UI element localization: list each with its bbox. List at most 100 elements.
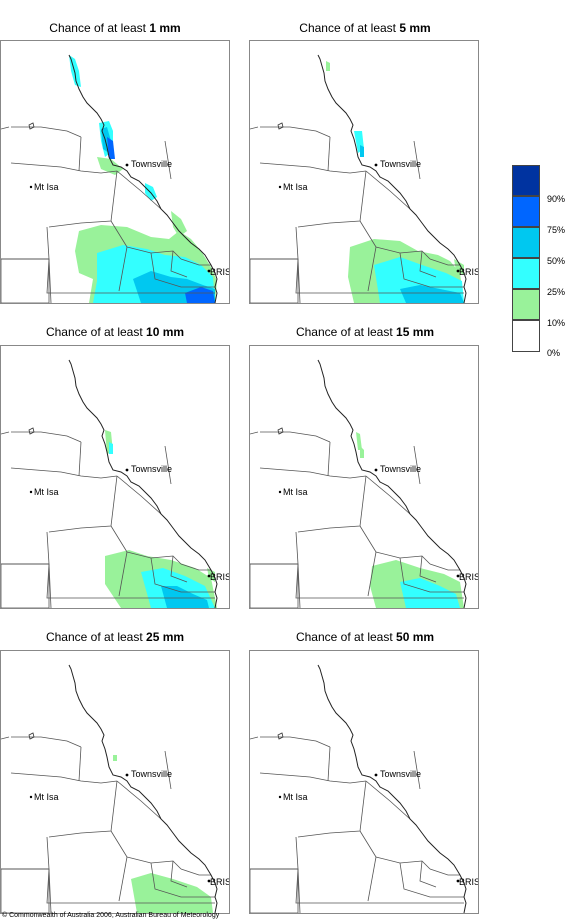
panel-title-25mm: Chance of at least 25 mm <box>45 630 185 644</box>
island <box>28 427 35 435</box>
region-boundary <box>250 431 259 435</box>
region-boundary <box>399 252 464 288</box>
region-boundary <box>150 557 215 593</box>
region-boundary <box>164 750 172 790</box>
region-boundary <box>259 467 367 479</box>
region-boundary <box>10 162 118 174</box>
panel-title-10mm: Chance of at least 10 mm <box>45 325 185 339</box>
region-boundary <box>118 856 128 902</box>
legend-swatch-0 <box>512 320 540 352</box>
rainfall-area <box>113 755 117 761</box>
brisbane-marker <box>456 269 460 273</box>
legend-label-50: 50% <box>547 256 566 266</box>
coastline <box>68 359 218 608</box>
mt-isa-marker <box>29 795 33 799</box>
region-boundary <box>260 736 331 748</box>
mt-isa-label: Mt Isa <box>283 792 308 802</box>
map-1mm: Townsville Mt Isa BRIS <box>0 40 230 304</box>
region-boundary <box>1 126 10 130</box>
region-boundary <box>367 246 377 292</box>
townsville-label: Townsville <box>131 159 172 169</box>
brisbane-marker <box>456 879 460 883</box>
townsville-label: Townsville <box>380 464 421 474</box>
region-boundary <box>11 736 82 748</box>
brisbane-label: BRIS <box>459 877 478 887</box>
region-boundary <box>399 557 464 593</box>
region-boundary <box>429 868 460 876</box>
region-boundary <box>365 170 411 210</box>
panel-title-1mm: Chance of at least 1 mm <box>49 21 181 35</box>
townsville-marker <box>125 468 129 472</box>
townsville-label: Townsville <box>380 159 421 169</box>
panel-title-5mm: Chance of at least 5 mm <box>299 21 431 35</box>
region-boundary <box>180 563 211 571</box>
mt-isa-label: Mt Isa <box>34 182 59 192</box>
island <box>28 122 35 130</box>
region-boundary <box>297 475 367 533</box>
region-boundary <box>78 441 82 477</box>
townsville-label: Townsville <box>131 464 172 474</box>
region-boundary <box>10 467 118 479</box>
region-boundary <box>295 258 464 294</box>
region-boundary <box>180 868 211 876</box>
region-boundary <box>250 126 259 130</box>
inset-box <box>1 868 50 913</box>
map-10mm: Townsville Mt Isa BRIS <box>0 345 230 609</box>
region-boundary <box>150 862 215 898</box>
rainfall-area <box>131 873 213 913</box>
coastline <box>317 359 467 608</box>
rainfall-area <box>171 211 187 237</box>
region-boundary <box>11 126 82 138</box>
region-boundary <box>359 525 431 565</box>
region-boundary <box>367 551 377 597</box>
region-boundary <box>295 868 464 904</box>
legend-swatch-10 <box>512 289 540 320</box>
legend-label-75: 75% <box>547 225 566 235</box>
brisbane-marker <box>207 269 211 273</box>
legend-label-25: 25% <box>547 287 566 297</box>
region-boundary <box>116 170 162 210</box>
region-boundary <box>260 431 331 443</box>
region-boundary <box>250 736 259 740</box>
region-boundary <box>297 170 367 228</box>
region-boundary <box>118 551 128 597</box>
region-boundary <box>164 140 172 180</box>
coastline <box>68 54 218 303</box>
region-boundary <box>118 246 128 292</box>
rainfall-area <box>360 446 364 458</box>
inset-box <box>1 258 50 303</box>
region-boundary <box>327 441 331 477</box>
brisbane-marker <box>207 574 211 578</box>
inset-box <box>1 563 50 608</box>
rainfall-area <box>207 568 215 582</box>
rainfall-area <box>97 157 123 175</box>
inset-box <box>250 258 299 303</box>
region-boundary <box>413 750 421 790</box>
mt-isa-label: Mt Isa <box>283 487 308 497</box>
region-boundary <box>1 736 10 740</box>
region-boundary <box>413 140 421 180</box>
region-boundary <box>1 431 10 435</box>
region-boundary <box>359 830 431 870</box>
region-boundary <box>116 475 162 515</box>
brisbane-label: BRIS <box>210 267 229 277</box>
region-boundary <box>110 830 182 870</box>
legend-label-0: 0% <box>547 348 561 358</box>
rainfall-area <box>161 586 209 608</box>
inset-box <box>250 868 299 913</box>
brisbane-label: BRIS <box>210 877 229 887</box>
townsville-marker <box>374 468 378 472</box>
rainfall-area <box>107 137 115 159</box>
mt-isa-label: Mt Isa <box>34 792 59 802</box>
region-boundary <box>399 862 464 898</box>
region-boundary <box>170 555 188 583</box>
townsville-label: Townsville <box>131 769 172 779</box>
brisbane-label: BRIS <box>459 267 478 277</box>
inset-box <box>250 563 299 608</box>
region-boundary <box>365 780 411 820</box>
coastline <box>317 664 467 913</box>
copyright-notice: © Commonwealth of Australia 2006, Austra… <box>2 912 220 919</box>
region-boundary <box>78 136 82 172</box>
rainfall-area <box>109 442 113 454</box>
rainfall-area <box>356 432 362 450</box>
